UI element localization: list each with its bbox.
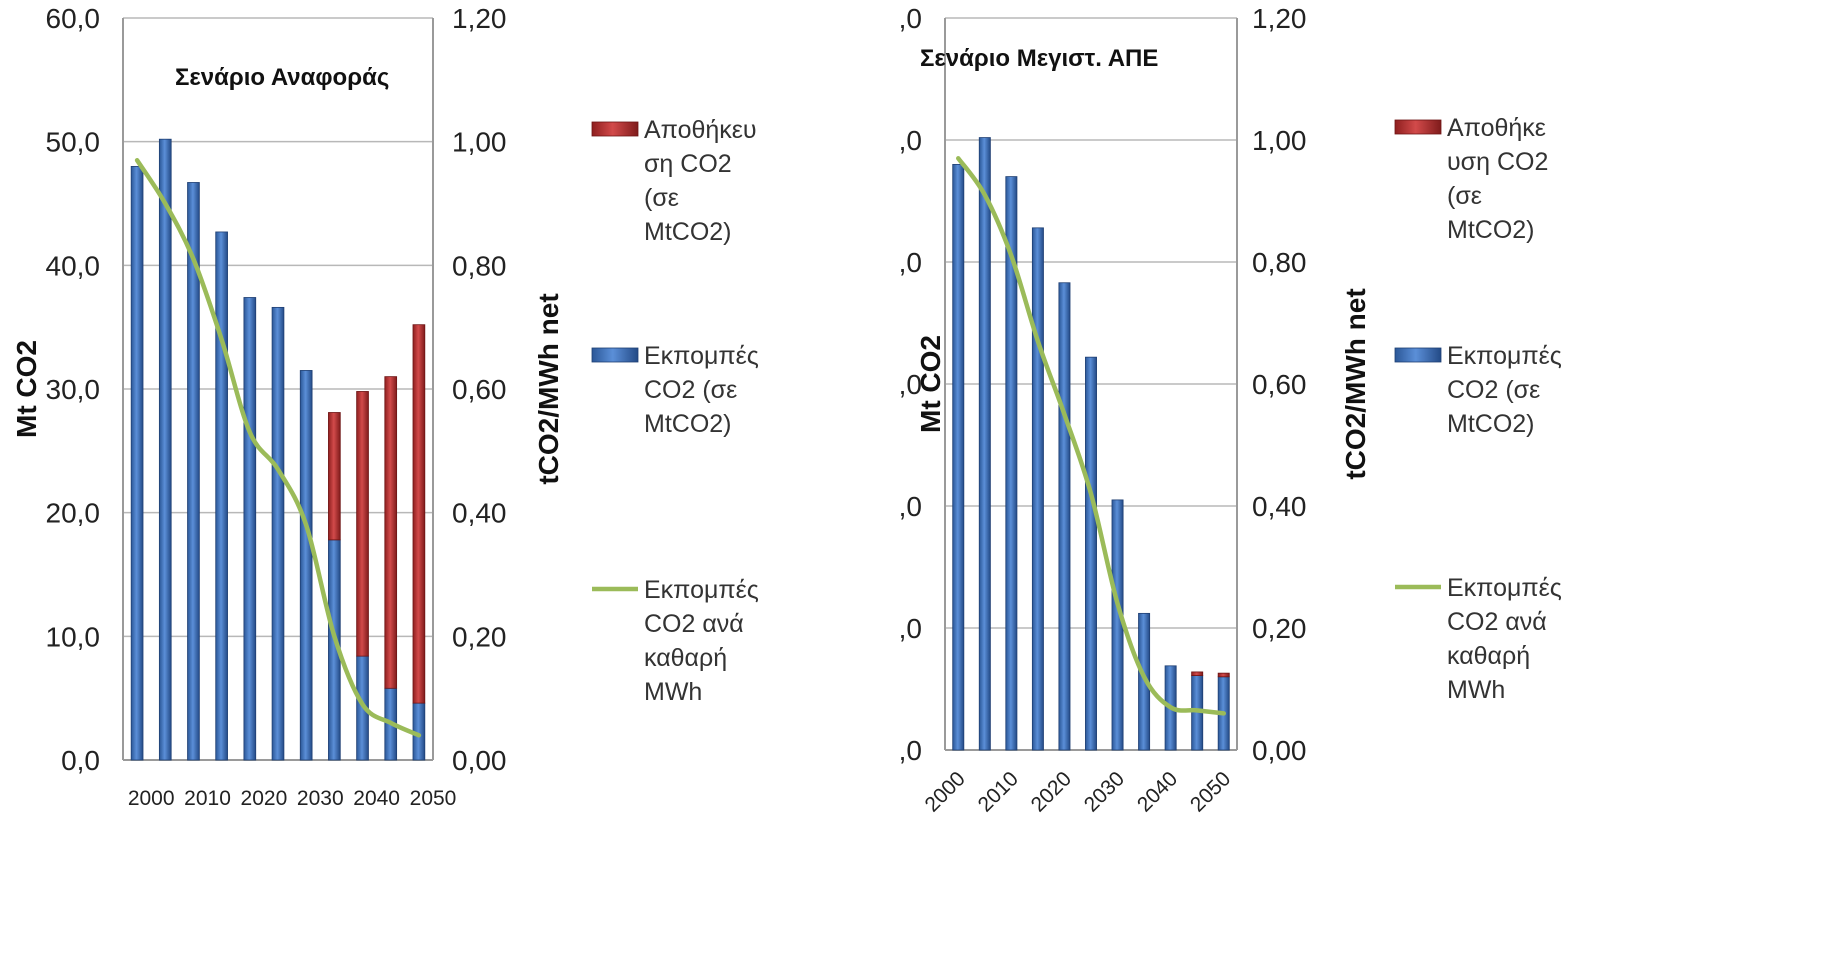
emissions-bar [243,297,257,761]
emissions-bar [1138,612,1151,751]
y2-tick-label: 1,20 [1252,3,1307,34]
legend-label: CO2 (σε [1447,376,1540,404]
x-tick-label: 2010 [974,767,1023,816]
legend-swatch [591,121,639,137]
legend-label: Εκπομπές [1447,574,1562,602]
y2-tick-label: 0,00 [452,745,507,776]
intensity-line [956,156,1226,716]
y2-tick-label: 0,20 [1252,613,1307,644]
legend-label: Εκπομπές [644,576,759,604]
intensity-line [134,157,422,738]
y-axis-title: Mt CO2 [915,335,946,433]
legend-swatch [1394,347,1442,363]
emissions-bar [1005,176,1018,751]
storage-bar [1191,671,1204,676]
x-tick-label: 2040 [353,787,400,810]
y2-tick-label: 0,40 [452,498,507,529]
legend-label: MtCO2) [1447,410,1535,438]
x-tick-label: 2020 [241,787,288,810]
y2-axis-title: tCO2/MWh net [1340,288,1371,479]
legend-label: Εκπομπές [644,342,759,370]
y2-tick-label: 0,80 [452,250,507,281]
y-tick-label: 50,0 [46,127,101,158]
x-tick-label: 2000 [921,767,970,816]
chart-title: Σενάριο Μεγιστ. ΑΠΕ [920,45,1158,72]
y-tick-label: 10,0 [900,613,922,644]
y2-tick-label: 0,60 [1252,369,1307,400]
legend-label: MtCO2) [1447,216,1535,244]
emissions-bar [271,306,285,761]
legend-label: CO2 (σε [644,376,737,404]
storage-bar [328,412,341,541]
max-renewables-scenario-chart: 0,0 10,0 20,0 30,0 40,0 50,0 60,0 0,00 0,20 0,40 0… [900,3,1562,817]
y2-tick-label: 0,20 [452,621,507,652]
emissions-bar [1111,499,1124,751]
legend-swatch [591,347,639,363]
x-tick-label: 2020 [1027,767,1076,816]
y-tick-label: 10,0 [46,621,101,652]
y-tick-label: 50,0 [900,125,922,156]
legend-swatch [1394,119,1442,135]
legend-label: υση CO2 [1447,148,1548,176]
y2-tick-label: 0,00 [1252,735,1307,766]
emissions-bar [952,163,965,751]
y-tick-label: 60,0 [900,3,922,34]
legend-label: Εκπομπές [1447,342,1562,370]
legend-label: MtCO2) [644,218,732,246]
legend-label: MWh [1447,676,1505,704]
x-tick-label: 2010 [184,787,231,810]
legend-label: Αποθήκε [1447,114,1546,142]
storage-bar [1217,672,1230,678]
emissions-bar [299,370,313,761]
y2-tick-label: 0,80 [1252,247,1307,278]
x-tick-label: 2050 [1186,767,1235,816]
chart-title: Σενάριο Αναφοράς [175,64,389,91]
emissions-bar [1085,356,1097,751]
y2-tick-label: 1,20 [452,3,507,34]
y2-axis-title: tCO2/MWh net [533,293,564,484]
y2-tick-label: 1,00 [1252,125,1307,156]
legend-label: (σε [1447,182,1482,210]
x-tick-label: 2030 [1080,767,1129,816]
legend-label: MWh [644,678,702,706]
y-axis-title: Mt CO2 [11,340,42,438]
emissions-bar [215,231,228,761]
x-tick-label: 2050 [410,787,457,810]
y-tick-label: 20,0 [900,491,922,522]
y-tick-label: 0,0 [61,745,100,776]
y-tick-label: 30,0 [900,369,922,400]
y-tick-label: 40,0 [900,247,922,278]
x-tick-label: 2030 [297,787,344,810]
y-tick-label: 20,0 [46,498,101,529]
legend-label: MtCO2) [644,410,732,438]
y-tick-label: 30,0 [46,374,101,405]
emissions-bar [130,165,144,761]
emissions-bar [187,182,200,761]
storage-bar [356,391,369,657]
emissions-bar [978,137,991,751]
x-tick-label: 2040 [1133,767,1182,816]
legend-label: (σε [644,184,679,212]
storage-bar [412,324,426,704]
y2-tick-label: 1,00 [452,127,507,158]
y2-tick-label: 0,40 [1252,491,1307,522]
legend-label: CO2 ανά [644,610,744,638]
x-tick-label: 2000 [128,787,175,810]
storage-bar [384,376,398,689]
legend-label: ση CO2 [644,150,732,178]
reference-scenario-chart: 0,0 10,0 20,0 30,0 40,0 50,0 60,0 0,00 0,20 0,40 0… [11,3,759,810]
legend-label: καθαρή [644,644,727,672]
legend-label: Αποθήκευ [644,116,757,144]
legend-label: CO2 ανά [1447,608,1547,636]
y-tick-label: 60,0 [46,3,101,34]
y2-tick-label: 0,60 [452,374,507,405]
emissions-bar [1031,227,1044,751]
y-tick-label: 0,0 [900,735,922,766]
legend-label: καθαρή [1447,642,1530,670]
emissions-bar [1058,282,1071,751]
emissions-bar [158,138,172,761]
y-tick-label: 40,0 [46,250,101,281]
